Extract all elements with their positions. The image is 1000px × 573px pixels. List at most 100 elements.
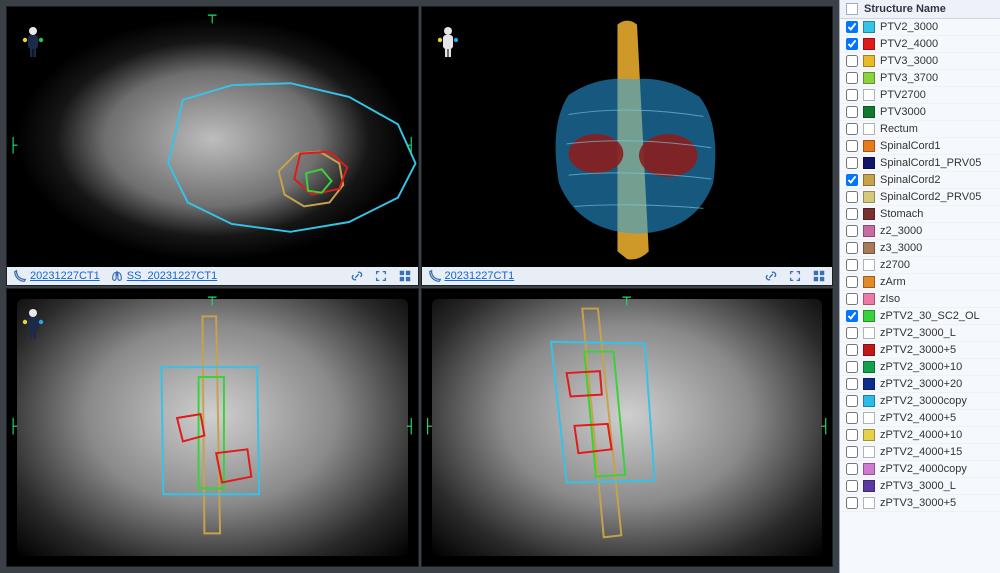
structure-visibility-checkbox[interactable] (846, 191, 858, 203)
structure-row[interactable]: zIso (840, 291, 1000, 308)
structure-name-label: zPTV3_3000+5 (880, 497, 996, 509)
structure-row[interactable]: PTV2_4000 (840, 36, 1000, 53)
viewer-grid: ┬ ┴ ├ ┤ 20231227CT1SS_20231227CT1 202312… (0, 0, 839, 573)
structure-visibility-checkbox[interactable] (846, 293, 858, 305)
structure-visibility-checkbox[interactable] (846, 361, 858, 373)
orientation-widget[interactable] (19, 25, 47, 59)
structure-visibility-checkbox[interactable] (846, 276, 858, 288)
structure-visibility-checkbox[interactable] (846, 259, 858, 271)
expand-icon[interactable] (374, 269, 388, 283)
structure-name-label: PTV3000 (880, 106, 996, 118)
contour-zPTV2_30_SC2_OL (306, 169, 331, 192)
series-link[interactable]: SS_20231227CT1 (110, 269, 218, 283)
structure-row[interactable]: zPTV2_4000copy (840, 461, 1000, 478)
grid-icon[interactable] (812, 269, 826, 283)
viewport-sagittal[interactable]: ┬ ├ ┤ (421, 288, 834, 568)
structure-visibility-checkbox[interactable] (846, 395, 858, 407)
fiducial-left: ├ (9, 420, 17, 434)
structure-visibility-checkbox[interactable] (846, 157, 858, 169)
structure-visibility-checkbox[interactable] (846, 225, 858, 237)
render-3d[interactable] (422, 7, 832, 281)
structure-name-label: zPTV3_3000_L (880, 480, 996, 492)
fiducial-top: ┬ (208, 9, 216, 23)
structure-name-label: zPTV2_30_SC2_OL (880, 310, 996, 322)
structure-row[interactable]: zPTV3_3000+5 (840, 495, 1000, 512)
structure-row[interactable]: PTV3000 (840, 104, 1000, 121)
viewport-coronal[interactable]: ┬ ├ ┤ (6, 288, 419, 568)
structure-row[interactable]: SpinalCord1 (840, 138, 1000, 155)
structure-visibility-checkbox[interactable] (846, 412, 858, 424)
structure-row[interactable]: zPTV3_3000_L (840, 478, 1000, 495)
structure-visibility-checkbox[interactable] (846, 208, 858, 220)
render-kidney-right (638, 134, 697, 177)
structure-visibility-checkbox[interactable] (846, 497, 858, 509)
structure-row[interactable]: zPTV2_30_SC2_OL (840, 308, 1000, 325)
structure-panel-header[interactable]: Structure Name (840, 0, 1000, 19)
fiducial-right: ┤ (822, 420, 830, 434)
link-icon[interactable] (764, 269, 778, 283)
expand-icon[interactable] (788, 269, 802, 283)
structure-color-swatch (863, 276, 875, 288)
structure-color-swatch (863, 191, 875, 203)
structure-visibility-checkbox[interactable] (846, 89, 858, 101)
structure-row[interactable]: zPTV2_3000+10 (840, 359, 1000, 376)
structure-visibility-checkbox[interactable] (846, 480, 858, 492)
structure-row[interactable]: SpinalCord1_PRV05 (840, 155, 1000, 172)
structure-row[interactable]: zPTV2_3000+20 (840, 376, 1000, 393)
phone-icon (13, 269, 27, 283)
structure-visibility-checkbox[interactable] (846, 21, 858, 33)
structure-row[interactable]: zArm (840, 274, 1000, 291)
structure-row[interactable]: z2700 (840, 257, 1000, 274)
orientation-widget[interactable] (434, 25, 462, 59)
structure-row[interactable]: PTV2700 (840, 87, 1000, 104)
structure-visibility-checkbox[interactable] (846, 378, 858, 390)
structure-color-swatch (863, 361, 875, 373)
structure-visibility-checkbox[interactable] (846, 123, 858, 135)
structure-visibility-checkbox[interactable] (846, 106, 858, 118)
viewport-axial[interactable]: ┬ ┴ ├ ┤ 20231227CT1SS_20231227CT1 (6, 6, 419, 286)
viewport-3d[interactable]: 20231227CT1 (421, 6, 834, 286)
structure-visibility-checkbox[interactable] (846, 55, 858, 67)
lungs-icon (110, 269, 124, 283)
structure-row[interactable]: PTV3_3700 (840, 70, 1000, 87)
series-link-label: 20231227CT1 (445, 270, 515, 282)
structure-row[interactable]: zPTV2_4000+5 (840, 410, 1000, 427)
structure-name-label: PTV3_3000 (880, 55, 996, 67)
structure-name-label: zPTV2_4000+5 (880, 412, 996, 424)
structure-row[interactable]: zPTV2_4000+15 (840, 444, 1000, 461)
structure-visibility-checkbox[interactable] (846, 174, 858, 186)
structure-color-swatch (863, 140, 875, 152)
structure-row[interactable]: PTV2_3000 (840, 19, 1000, 36)
phone-icon (428, 269, 442, 283)
orientation-widget[interactable] (19, 307, 47, 341)
link-icon[interactable] (350, 269, 364, 283)
structure-visibility-checkbox[interactable] (846, 463, 858, 475)
structure-visibility-checkbox[interactable] (846, 310, 858, 322)
structure-row[interactable]: Rectum (840, 121, 1000, 138)
structure-visibility-checkbox[interactable] (846, 344, 858, 356)
structure-visibility-checkbox[interactable] (846, 429, 858, 441)
structure-color-swatch (863, 429, 875, 441)
structure-row[interactable]: z3_3000 (840, 240, 1000, 257)
structure-row[interactable]: SpinalCord2_PRV05 (840, 189, 1000, 206)
series-link[interactable]: 20231227CT1 (13, 269, 100, 283)
structure-row[interactable]: zPTV2_3000copy (840, 393, 1000, 410)
structure-row[interactable]: PTV3_3000 (840, 53, 1000, 70)
structure-row[interactable]: zPTV2_3000_L (840, 325, 1000, 342)
structure-row[interactable]: SpinalCord2 (840, 172, 1000, 189)
structure-row[interactable]: Stomach (840, 206, 1000, 223)
series-link[interactable]: 20231227CT1 (428, 269, 515, 283)
structure-visibility-checkbox[interactable] (846, 72, 858, 84)
structure-row[interactable]: zPTV2_3000+5 (840, 342, 1000, 359)
structure-visibility-checkbox[interactable] (846, 38, 858, 50)
structure-visibility-checkbox[interactable] (846, 446, 858, 458)
grid-icon[interactable] (398, 269, 412, 283)
structure-color-swatch (863, 242, 875, 254)
structure-name-label: PTV2_3000 (880, 21, 996, 33)
structure-visibility-checkbox[interactable] (846, 242, 858, 254)
structure-list[interactable]: PTV2_3000 PTV2_4000 PTV3_3000 PTV3_3700PTV2… (840, 19, 1000, 573)
structure-row[interactable]: z2_3000 (840, 223, 1000, 240)
structure-visibility-checkbox[interactable] (846, 140, 858, 152)
structure-visibility-checkbox[interactable] (846, 327, 858, 339)
structure-row[interactable]: zPTV2_4000+10 (840, 427, 1000, 444)
